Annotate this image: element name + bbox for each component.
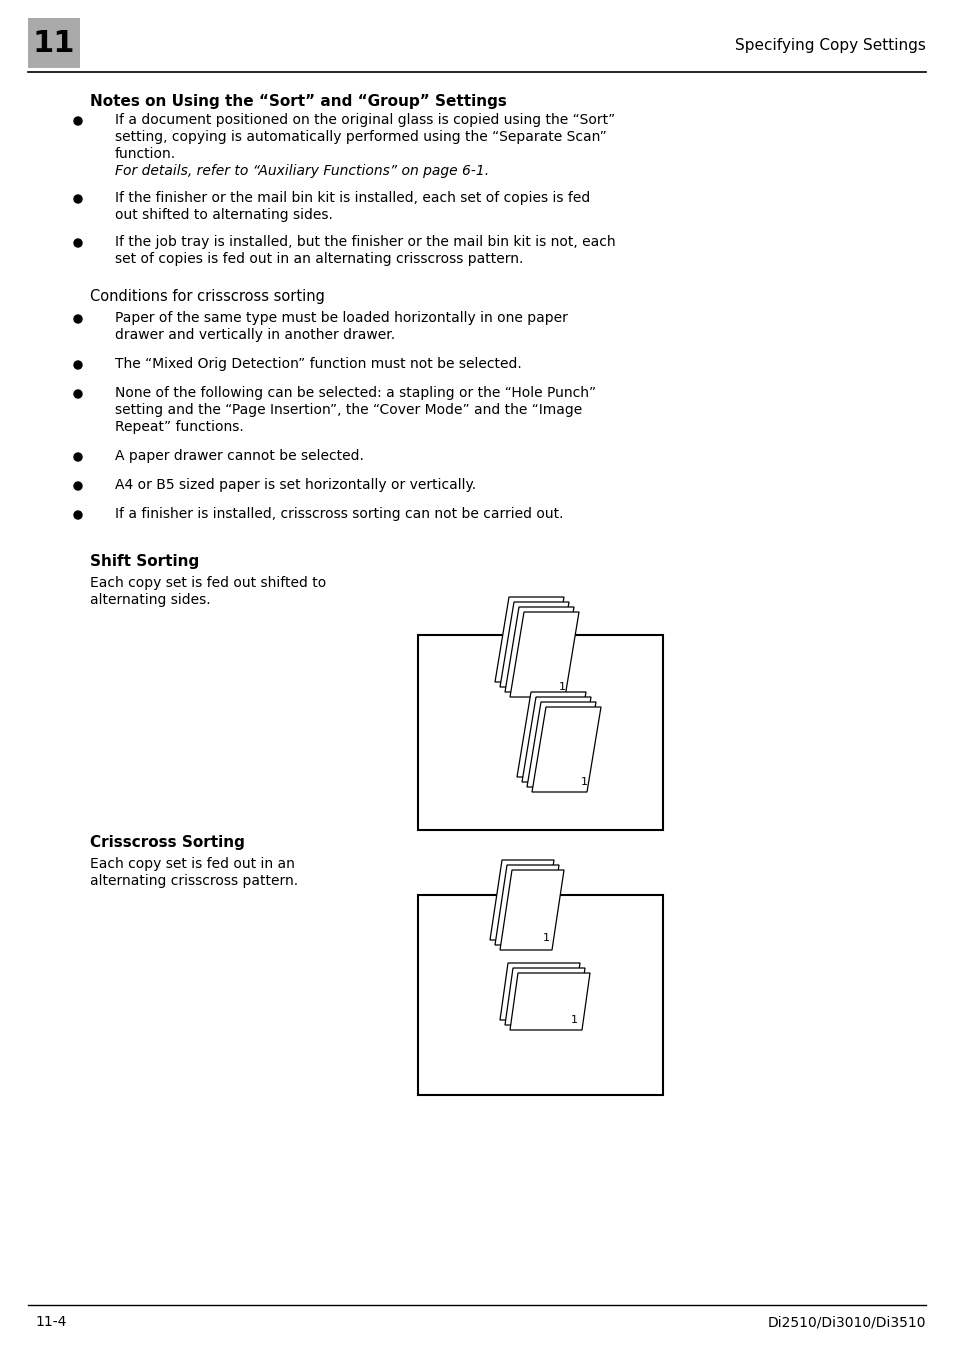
Text: 1: 1 (579, 777, 587, 787)
Polygon shape (499, 869, 563, 950)
Text: Each copy set is fed out shifted to: Each copy set is fed out shifted to (90, 576, 326, 589)
Text: If a document positioned on the original glass is copied using the “Sort”: If a document positioned on the original… (115, 114, 615, 127)
Polygon shape (499, 602, 568, 687)
Text: 11: 11 (32, 28, 75, 58)
Text: Notes on Using the “Sort” and “Group” Settings: Notes on Using the “Sort” and “Group” Se… (90, 95, 506, 110)
Text: A4 or B5 sized paper is set horizontally or vertically.: A4 or B5 sized paper is set horizontally… (115, 479, 476, 492)
Text: None of the following can be selected: a stapling or the “Hole Punch”: None of the following can be selected: a… (115, 387, 596, 400)
Text: set of copies is fed out in an alternating crisscross pattern.: set of copies is fed out in an alternati… (115, 251, 523, 266)
Text: Paper of the same type must be loaded horizontally in one paper: Paper of the same type must be loaded ho… (115, 311, 567, 324)
Text: Specifying Copy Settings: Specifying Copy Settings (735, 38, 925, 53)
Polygon shape (495, 598, 563, 681)
Circle shape (74, 483, 82, 489)
Text: Di2510/Di3010/Di3510: Di2510/Di3010/Di3510 (767, 1315, 925, 1329)
Text: Repeat” functions.: Repeat” functions. (115, 420, 244, 434)
Polygon shape (517, 692, 585, 777)
Polygon shape (499, 963, 579, 1019)
Text: Shift Sorting: Shift Sorting (90, 554, 199, 569)
Text: Crisscross Sorting: Crisscross Sorting (90, 836, 245, 850)
Polygon shape (510, 612, 578, 698)
Circle shape (74, 511, 82, 519)
Text: Conditions for crisscross sorting: Conditions for crisscross sorting (90, 289, 325, 304)
Text: 1: 1 (570, 1015, 577, 1025)
Text: A paper drawer cannot be selected.: A paper drawer cannot be selected. (115, 449, 363, 462)
Text: setting, copying is automatically performed using the “Separate Scan”: setting, copying is automatically perfor… (115, 130, 606, 145)
Text: 1: 1 (558, 681, 565, 692)
Text: For details, refer to “Auxiliary Functions” on page 6-1.: For details, refer to “Auxiliary Functio… (115, 164, 489, 178)
Polygon shape (532, 707, 600, 792)
Text: alternating sides.: alternating sides. (90, 594, 211, 607)
Text: If a finisher is installed, crisscross sorting can not be carried out.: If a finisher is installed, crisscross s… (115, 507, 563, 521)
Text: drawer and vertically in another drawer.: drawer and vertically in another drawer. (115, 329, 395, 342)
Polygon shape (510, 973, 589, 1030)
Bar (417, 895, 662, 1095)
Circle shape (74, 453, 82, 461)
Text: 1: 1 (542, 933, 549, 942)
Text: alternating crisscross pattern.: alternating crisscross pattern. (90, 873, 297, 888)
Bar (417, 635, 662, 830)
Text: The “Mixed Orig Detection” function must not be selected.: The “Mixed Orig Detection” function must… (115, 357, 521, 370)
Polygon shape (490, 860, 554, 940)
Text: Each copy set is fed out in an: Each copy set is fed out in an (90, 857, 294, 871)
Text: function.: function. (115, 147, 176, 161)
Circle shape (74, 389, 82, 397)
Polygon shape (504, 607, 574, 692)
Text: 11-4: 11-4 (35, 1315, 67, 1329)
Polygon shape (521, 698, 590, 781)
Polygon shape (504, 968, 584, 1025)
Text: out shifted to alternating sides.: out shifted to alternating sides. (115, 208, 333, 222)
Circle shape (74, 239, 82, 247)
Polygon shape (495, 865, 558, 945)
Circle shape (74, 361, 82, 369)
Text: If the finisher or the mail bin kit is installed, each set of copies is fed: If the finisher or the mail bin kit is i… (115, 191, 590, 206)
Circle shape (74, 195, 82, 203)
Bar (28, 18, 80, 68)
Circle shape (74, 315, 82, 323)
Circle shape (74, 118, 82, 124)
Text: If the job tray is installed, but the finisher or the mail bin kit is not, each: If the job tray is installed, but the fi… (115, 235, 615, 249)
Polygon shape (526, 702, 596, 787)
Text: setting and the “Page Insertion”, the “Cover Mode” and the “Image: setting and the “Page Insertion”, the “C… (115, 403, 581, 416)
